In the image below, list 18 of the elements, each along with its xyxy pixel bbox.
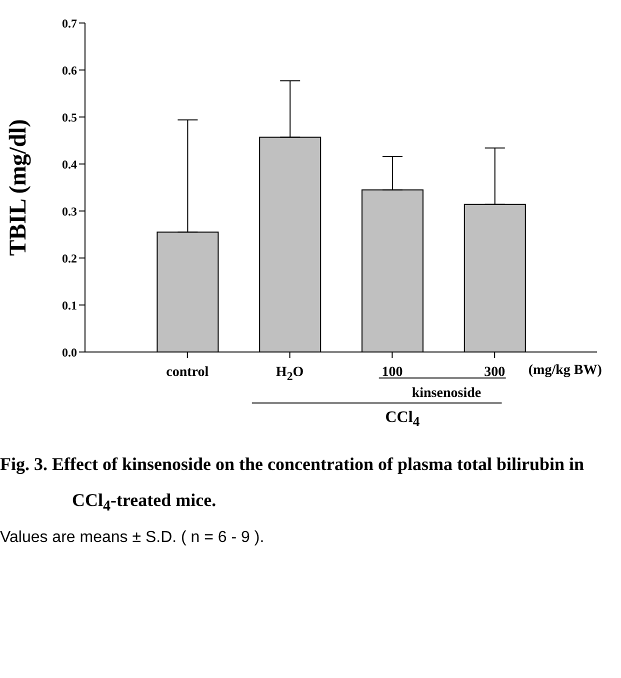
y-tick-label: 0.1 bbox=[62, 298, 77, 312]
x-tick-label: control bbox=[166, 365, 209, 380]
text: Fig. 3. Effect of kinsenoside on the concentration of plasma total bilirubin in CCl$_{4}$-treated mice. bbox=[0, 453, 586, 517]
text: CCl$_{4}$ bbox=[385, 409, 420, 430]
x-tick-label: 300 bbox=[484, 365, 506, 380]
y-tick-label: 0.4 bbox=[62, 157, 77, 172]
text: kinsenoside bbox=[412, 386, 482, 401]
x-tick-label: H$_{2}$O bbox=[276, 365, 304, 383]
y-tick-label: 0.3 bbox=[62, 204, 77, 218]
y-axis-title: TBIL (mg/dl) bbox=[6, 119, 32, 256]
y-tick-label: 0.5 bbox=[62, 110, 77, 124]
y-tick-label: 0.7 bbox=[62, 16, 77, 30]
x-tick-label: 100 bbox=[382, 365, 403, 380]
text: Values are means ± S.D. ( n = 6 - 9 ). bbox=[0, 528, 266, 547]
text: (mg/kg BW) bbox=[528, 363, 602, 378]
y-tick-label: 0.2 bbox=[62, 251, 77, 266]
y-tick-label: 0.0 bbox=[62, 345, 77, 360]
y-tick-label: 0.6 bbox=[62, 63, 77, 78]
